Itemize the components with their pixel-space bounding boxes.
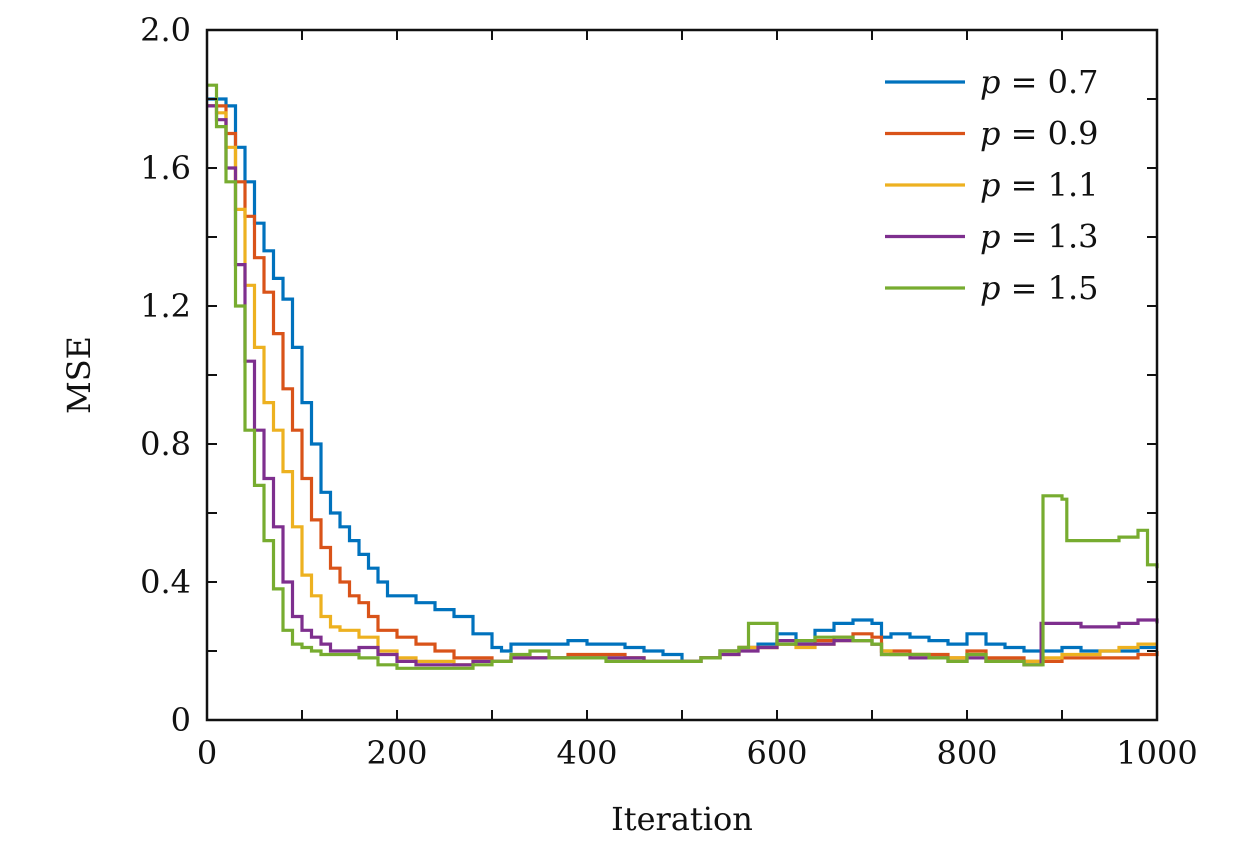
y-tick-label: 0 <box>171 701 191 739</box>
x-tick-label: 600 <box>746 734 807 772</box>
y-tick-label: 0.4 <box>140 563 191 601</box>
y-tick-label: 1.6 <box>140 149 191 187</box>
x-tick-label: 800 <box>936 734 997 772</box>
legend-label-4: p = 1.3 <box>980 218 1099 256</box>
legend-label-3: p = 1.1 <box>980 166 1099 204</box>
legend-label-5: p = 1.5 <box>980 269 1099 307</box>
x-axis-title: Iteration <box>611 800 753 838</box>
y-tick-label: 0.8 <box>140 425 191 463</box>
y-axis-title: MSE <box>60 336 98 414</box>
legend-label-1: p = 0.7 <box>980 63 1099 101</box>
x-tick-label: 1000 <box>1116 734 1197 772</box>
y-tick-label: 2.0 <box>140 11 191 49</box>
ticks-layer: 0 200 400 600 800 1000 0 0.4 0.8 1.2 1.6 2.0 <box>140 11 1198 772</box>
legend-label-2: p = 0.9 <box>980 115 1099 153</box>
series-layer <box>207 83 1159 670</box>
x-tick-label: 0 <box>197 734 217 772</box>
x-tick-label: 400 <box>556 734 617 772</box>
y-tick-label: 1.2 <box>140 287 191 325</box>
series-line-1 <box>207 97 1157 663</box>
x-tick-label: 200 <box>366 734 427 772</box>
series-line-5 <box>207 83 1159 670</box>
legend: p = 0.7 p = 0.9 p = 1.1 p = 1.3 p = 1.5 <box>885 63 1099 307</box>
